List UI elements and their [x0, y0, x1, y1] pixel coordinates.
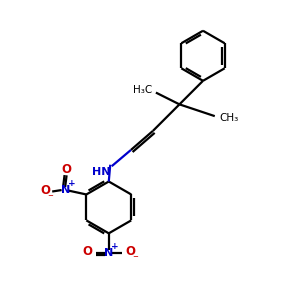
Text: O: O	[61, 163, 72, 176]
Text: CH₃: CH₃	[219, 112, 238, 123]
Text: N: N	[61, 185, 70, 195]
Text: ⁻: ⁻	[132, 254, 138, 264]
Text: N: N	[104, 248, 113, 258]
Text: O: O	[125, 245, 135, 258]
Text: +: +	[111, 242, 118, 251]
Text: O: O	[40, 184, 50, 196]
Text: O: O	[82, 245, 92, 258]
Text: ⁻: ⁻	[47, 193, 53, 203]
Text: +: +	[68, 179, 75, 188]
Text: HN: HN	[92, 167, 111, 177]
Text: H₃C: H₃C	[133, 85, 152, 94]
